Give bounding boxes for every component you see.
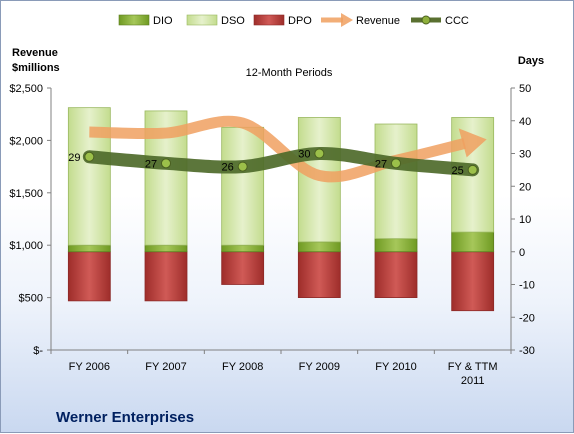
right-tick-label: 50 <box>519 83 531 95</box>
left-tick-label: $1,000 <box>9 240 43 252</box>
legend-swatch-dio <box>118 14 150 26</box>
ccc-data-label: 29 <box>68 152 80 164</box>
x-tick-label: FY 2008 <box>222 361 263 373</box>
bar-dpo <box>374 251 418 298</box>
right-axis-title: Days <box>518 55 544 67</box>
bar-dpo <box>451 251 495 312</box>
left-axis-title-line2: $millions <box>12 62 60 74</box>
right-tick-label: 0 <box>519 247 525 259</box>
x-tick-label: FY 2010 <box>375 361 416 373</box>
right-tick-label: 20 <box>519 181 531 193</box>
bar-dso <box>221 126 265 246</box>
bar-dio <box>451 231 495 253</box>
bar-dpo <box>67 251 111 302</box>
legend-swatch-dpo <box>253 14 285 26</box>
x-tick-label: FY 2007 <box>145 361 186 373</box>
ccc-point <box>391 158 401 169</box>
company-name: Werner Enterprises <box>56 409 194 426</box>
x-tick-label: 2011 <box>461 375 485 387</box>
legend: DIO DSO DPO Revenue CCC <box>118 13 469 27</box>
right-tick-label: -20 <box>519 312 535 324</box>
bar-dpo <box>297 251 341 298</box>
legend-swatch-ccc <box>411 15 441 25</box>
right-tick-label: 30 <box>519 149 531 161</box>
ccc-data-label: 30 <box>298 149 310 161</box>
bar-dio <box>297 241 341 253</box>
legend-label-dso: DSO <box>221 15 245 27</box>
ccc-point <box>314 148 325 159</box>
left-tick-label: $500 <box>19 293 43 305</box>
legend-label-revenue: Revenue <box>356 15 400 27</box>
ccc-data-label: 27 <box>145 158 157 170</box>
legend-label-dpo: DPO <box>288 15 312 27</box>
left-tick-label: $1,500 <box>9 188 43 200</box>
ccc-point <box>467 164 478 175</box>
right-tick-label: -10 <box>519 280 535 292</box>
ccc-point <box>161 158 171 169</box>
x-tick-label: FY 2006 <box>69 361 110 373</box>
bar-dio <box>67 244 111 253</box>
bar-dio <box>144 244 188 253</box>
ccc-point <box>237 161 248 172</box>
ccc-data-label: 25 <box>452 165 464 177</box>
left-tick-label: $- <box>33 345 43 357</box>
left-tick-label: $2,000 <box>9 135 43 147</box>
x-tick-label: FY & TTM <box>448 361 498 373</box>
legend-label-dio: DIO <box>153 15 173 27</box>
revenue-arrowhead <box>458 128 487 158</box>
legend-label-ccc: CCC <box>445 15 469 27</box>
chart-title: 12-Month Periods <box>246 67 333 79</box>
left-tick-label: $2,500 <box>9 83 43 95</box>
plot-area: $- $500 $1,000 $1,500 $2,000 $2,500 -30 -20 -10 0… <box>9 83 535 387</box>
bar-dpo <box>221 251 265 285</box>
right-tick-label: -30 <box>519 345 535 357</box>
right-tick-label: 40 <box>519 116 531 128</box>
bar-dio <box>221 244 265 253</box>
right-tick-label: 10 <box>519 214 531 226</box>
ccc-data-label: 26 <box>222 162 234 174</box>
bar-dso <box>374 123 418 240</box>
ccc-line <box>82 146 480 177</box>
bar-dio <box>374 238 418 253</box>
ccc-data-label: 27 <box>375 158 387 170</box>
ccc-point <box>84 151 95 162</box>
bar-dpo <box>144 251 188 302</box>
left-axis-title-line1: Revenue <box>12 47 58 59</box>
legend-swatch-dso <box>186 14 218 26</box>
x-tick-label: FY 2009 <box>299 361 340 373</box>
legend-swatch-revenue <box>321 13 353 27</box>
